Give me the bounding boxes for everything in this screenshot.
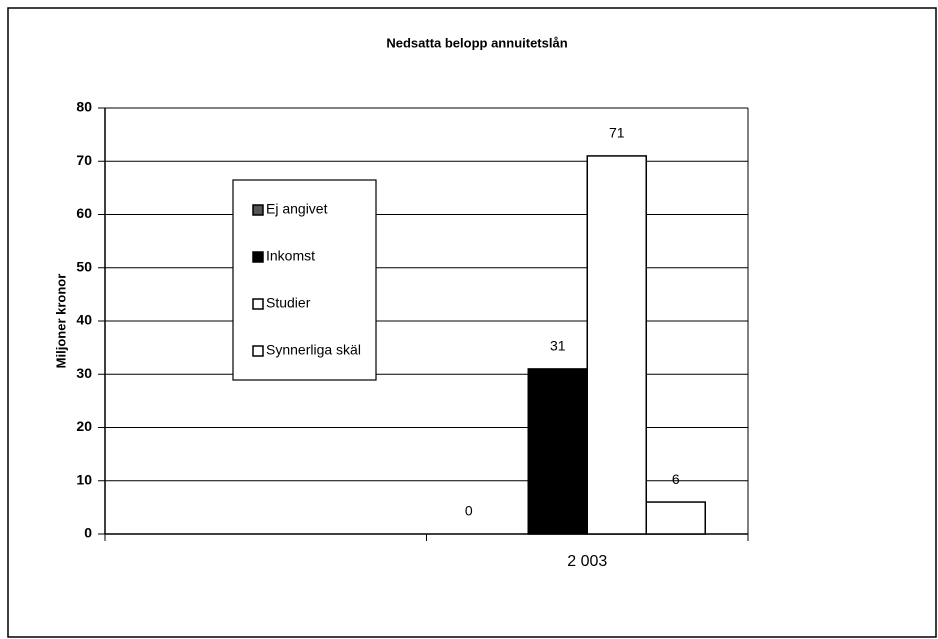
y-tick-label: 70 (76, 152, 92, 168)
y-tick-label: 60 (76, 205, 92, 221)
legend-swatch (252, 298, 264, 310)
y-tick-label: 20 (76, 418, 92, 434)
y-tick-label: 80 (76, 99, 92, 115)
y-tick-label: 40 (76, 312, 92, 328)
data-label: 0 (465, 503, 473, 519)
y-axis-label: Miljoner kronor (53, 274, 68, 369)
bar (527, 368, 588, 535)
y-tick-label: 10 (76, 471, 92, 487)
legend-swatch (252, 251, 264, 263)
bar (645, 501, 706, 535)
legend-label: Synnerliga skäl (266, 342, 361, 358)
bar (586, 155, 647, 535)
y-tick-label: 0 (84, 525, 92, 541)
legend-swatch (252, 345, 264, 357)
chart-frame (7, 7, 937, 638)
legend-swatch (252, 204, 264, 216)
legend-label: Studier (266, 295, 311, 311)
data-label: 71 (609, 125, 625, 141)
y-tick-label: 50 (76, 258, 92, 274)
legend-label: Inkomst (266, 248, 315, 264)
x-tick-label: 2 003 (567, 553, 607, 570)
y-tick-label: 30 (76, 365, 92, 381)
data-label: 6 (672, 471, 680, 487)
legend-label: Ej angivet (266, 201, 328, 217)
chart-title: Nedsatta belopp annuitetslån (386, 35, 567, 50)
data-label: 31 (550, 338, 566, 354)
